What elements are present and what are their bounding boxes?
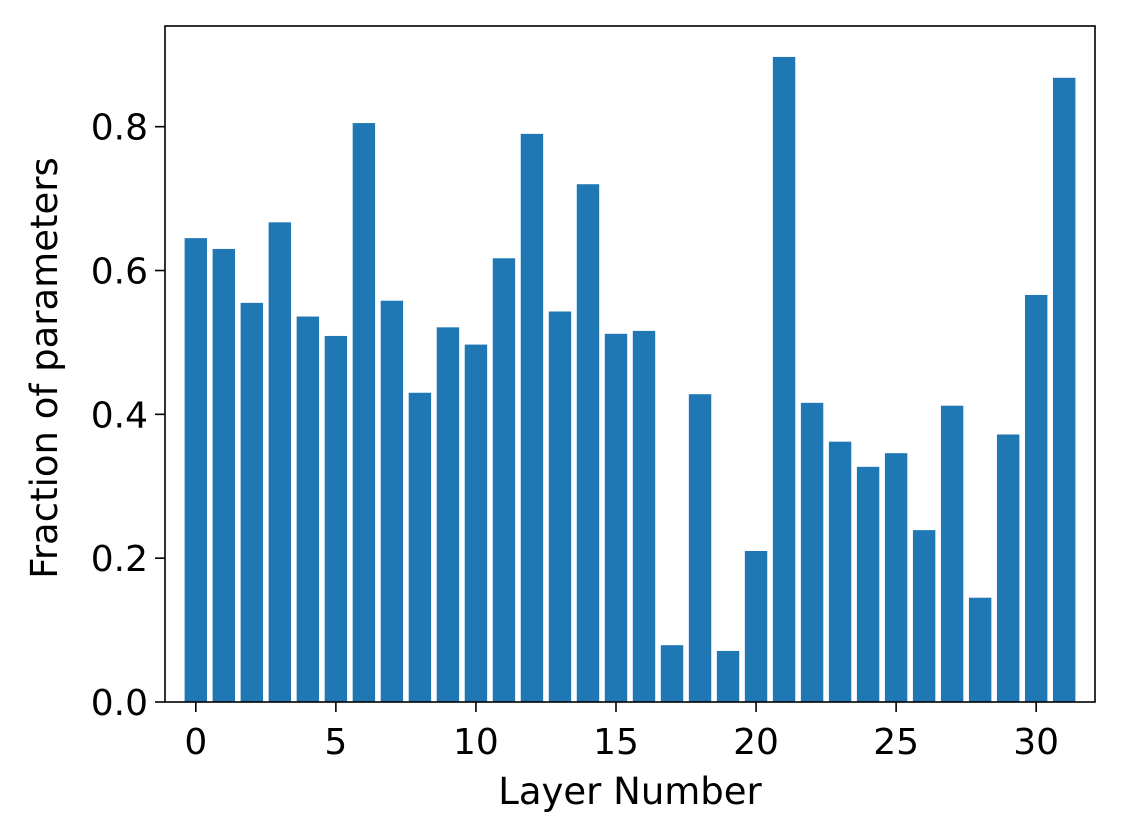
- bar-layer-15: [604, 333, 628, 702]
- bar-layer-8: [408, 392, 432, 702]
- bar-layer-27: [940, 405, 964, 702]
- bar-layer-14: [576, 184, 600, 702]
- x-tick-label: 30: [1013, 722, 1059, 763]
- x-axis-label: Layer Number: [498, 770, 762, 813]
- bar-layer-13: [548, 311, 572, 702]
- bar-layer-6: [352, 123, 376, 703]
- bar-layer-19: [716, 650, 740, 702]
- x-tick-label: 10: [453, 722, 499, 763]
- x-tick-label: 0: [184, 722, 207, 763]
- y-axis-label: Fraction of parameters: [23, 157, 66, 579]
- bar-layer-2: [240, 302, 264, 702]
- bar-layer-28: [968, 597, 992, 702]
- bar-layer-11: [492, 258, 516, 702]
- plot-area-frame: [164, 25, 1096, 703]
- x-tick-label: 15: [593, 722, 639, 763]
- bar-layer-4: [296, 316, 320, 702]
- bar-layer-12: [520, 133, 544, 703]
- bar-layer-30: [1024, 294, 1048, 702]
- bar-layer-22: [800, 402, 824, 702]
- bar-layer-25: [884, 453, 908, 702]
- bar-layer-26: [912, 530, 936, 702]
- bar-layer-9: [436, 327, 460, 702]
- bar-layer-3: [268, 222, 292, 703]
- y-tick-label: 0.8: [91, 108, 148, 149]
- bar-layer-10: [464, 344, 488, 702]
- bar-layer-7: [380, 300, 404, 702]
- bar-layer-23: [828, 441, 852, 702]
- bar-layer-29: [996, 434, 1020, 702]
- bar-layer-31: [1052, 77, 1076, 702]
- y-tick-label: 0.4: [91, 395, 148, 436]
- bar-layer-16: [632, 330, 656, 702]
- x-tick-label: 20: [733, 722, 779, 763]
- bar-layer-24: [856, 466, 880, 702]
- bars: [184, 56, 1076, 703]
- bar-layer-17: [660, 645, 684, 702]
- y-axis-ticks: 0.0 0.2 0.4 0.6 0.8: [91, 108, 165, 724]
- bar-layer-5: [324, 335, 348, 702]
- bar-layer-20: [744, 550, 768, 702]
- bar-layer-21: [772, 56, 796, 703]
- bar-layer-1: [212, 248, 236, 703]
- bar-layer-18: [688, 394, 712, 702]
- x-tick-label: 25: [873, 722, 919, 763]
- y-tick-label: 0.0: [91, 683, 148, 724]
- y-tick-label: 0.2: [91, 539, 148, 580]
- bar-layer-0: [184, 238, 208, 703]
- x-tick-label: 5: [324, 722, 347, 763]
- x-axis-ticks: 0 5 10 15 20 25 30: [184, 702, 1059, 763]
- y-tick-label: 0.6: [91, 252, 148, 293]
